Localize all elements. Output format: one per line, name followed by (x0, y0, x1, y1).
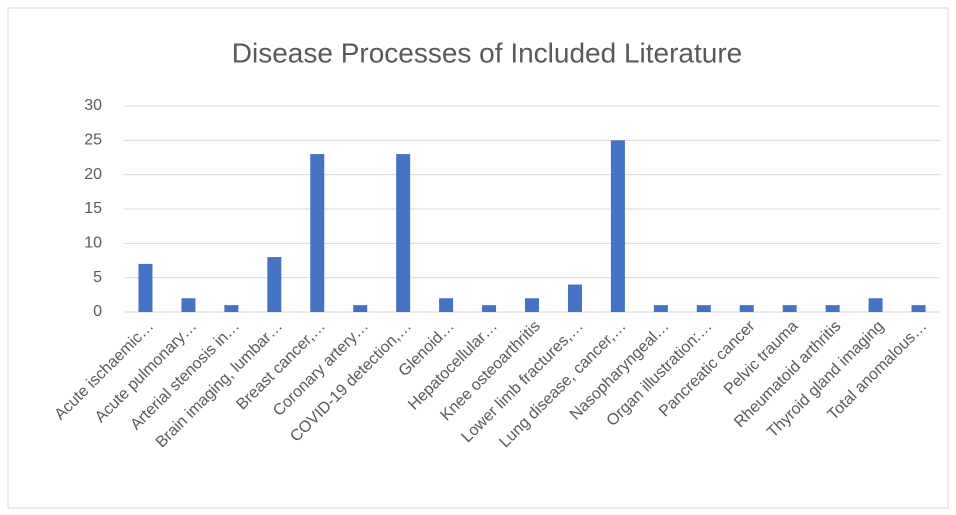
bar (739, 305, 754, 312)
bar (696, 305, 711, 312)
bar (653, 305, 668, 312)
y-tick-label: 10 (84, 235, 102, 252)
chart-border (7, 7, 949, 509)
bar (224, 305, 239, 312)
bar (138, 263, 153, 312)
y-tick-label: 15 (84, 200, 102, 217)
bar (868, 298, 883, 312)
chart-title: Disease Processes of Included Literature (232, 37, 743, 68)
bar (396, 154, 411, 312)
bar (181, 298, 196, 312)
y-tick-label: 25 (84, 132, 102, 149)
y-tick-label: 30 (84, 97, 102, 114)
bar (825, 305, 840, 312)
y-tick-label: 0 (93, 303, 102, 320)
bar (353, 305, 368, 312)
bar (567, 284, 582, 312)
bar (439, 298, 454, 312)
bar (482, 305, 497, 312)
bar (267, 257, 282, 312)
bar (310, 154, 325, 312)
bar (525, 298, 539, 312)
bar (610, 140, 625, 312)
bar (911, 305, 926, 312)
y-tick-label: 5 (93, 269, 102, 286)
y-tick-label: 20 (84, 166, 102, 183)
bar (782, 305, 797, 312)
